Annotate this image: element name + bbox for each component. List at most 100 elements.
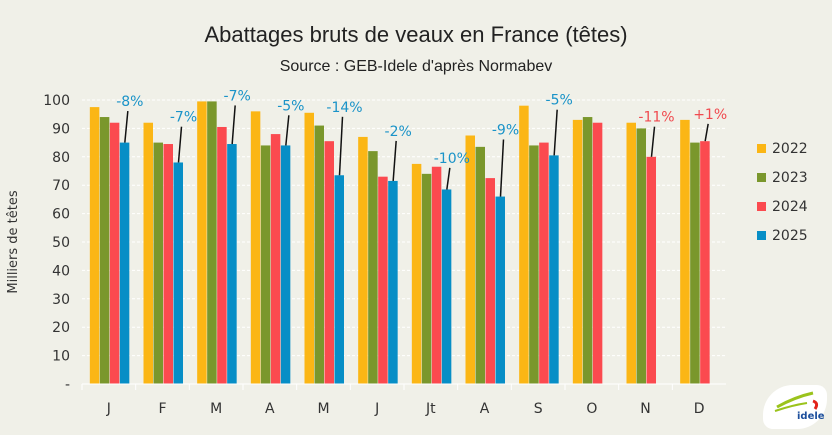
- x-tick-label: Jt: [425, 401, 436, 417]
- bar-2023-F: [153, 142, 163, 384]
- x-tick-label: A: [265, 401, 275, 417]
- bar-2024-N: [646, 156, 656, 384]
- annotation-label: -14%: [326, 100, 362, 116]
- bar-2023-M: [314, 125, 324, 384]
- svg-text:idele: idele: [797, 411, 825, 422]
- y-tick-label: 20: [52, 320, 70, 336]
- bar-2023-M: [207, 101, 217, 385]
- bar-2023-N: [636, 128, 646, 384]
- bar-2024-A: [270, 134, 281, 384]
- bar-2025-A: [280, 145, 291, 384]
- bar-2022-D: [680, 119, 690, 384]
- legend-label-2022: 2022: [772, 141, 808, 157]
- bar-2023-A: [260, 145, 271, 384]
- annotation-leader: [704, 123, 709, 142]
- legend-label-2023: 2023: [772, 170, 808, 186]
- x-tick-label: S: [534, 401, 543, 417]
- idele-logo-mark: idele: [774, 391, 825, 422]
- y-tick-label: 80: [52, 150, 70, 166]
- annotation-leader: [650, 126, 656, 157]
- y-tick-label: 90: [52, 121, 70, 137]
- annotation-label: -5%: [546, 93, 573, 109]
- x-tick-label: M: [317, 401, 329, 417]
- annotation-leader: [338, 116, 344, 176]
- bar-2024-J: [378, 176, 388, 384]
- bar-2025-J: [119, 142, 130, 384]
- bar-2024-A: [485, 178, 495, 384]
- bar-2023-S: [529, 145, 539, 384]
- y-tick-label: 50: [52, 235, 70, 251]
- bar-2023-J: [99, 117, 110, 384]
- x-tick-label: M: [210, 401, 222, 417]
- bar-2024-S: [539, 142, 549, 384]
- annotation-label: -7%: [170, 110, 197, 126]
- bar-2024-M: [217, 126, 227, 384]
- bar-2022-A: [465, 135, 475, 384]
- x-tick-label: D: [694, 401, 705, 417]
- legend-label-2024: 2024: [772, 199, 808, 215]
- idele-logo: idele: [763, 385, 827, 429]
- bar-2022-J: [89, 107, 100, 384]
- bar-2023-Jt: [421, 173, 432, 384]
- y-tick-label: 100: [43, 93, 70, 109]
- bar-2022-O: [572, 119, 583, 384]
- annotation-leader: [177, 126, 183, 163]
- bar-2024-O: [592, 122, 603, 384]
- bar-2024-J: [109, 122, 120, 384]
- bar-2024-M: [324, 141, 334, 384]
- bar-2022-S: [519, 105, 529, 385]
- bar-2024-F: [163, 144, 173, 384]
- bar-2022-N: [626, 122, 636, 384]
- annotation-label: -7%: [224, 88, 251, 104]
- bar-2023-A: [475, 146, 485, 384]
- bar-2025-S: [549, 155, 559, 384]
- annotation-label: +1%: [693, 107, 727, 123]
- bar-2024-D: [700, 141, 710, 384]
- bar-2025-A: [495, 196, 505, 384]
- annotation-leader: [499, 139, 505, 197]
- x-tick-label: A: [480, 401, 490, 417]
- bar-2025-Jt: [441, 189, 452, 384]
- y-tick-label: 40: [52, 263, 70, 279]
- y-tick-label: 10: [52, 349, 70, 365]
- chart-title: Abattages bruts de veaux en France (tête…: [204, 22, 628, 47]
- bar-2022-F: [143, 122, 153, 384]
- bar-2023-J: [368, 151, 378, 384]
- bar-2022-M: [197, 101, 207, 385]
- bar-2023-D: [690, 142, 700, 384]
- bar-2025-J: [388, 180, 398, 384]
- annotation-label: -2%: [385, 124, 412, 140]
- bar-2025-M: [334, 175, 344, 384]
- bar-2023-O: [582, 117, 593, 384]
- x-tick-label: O: [586, 401, 597, 417]
- y-tick-label: 70: [52, 178, 70, 194]
- annotation-label: -9%: [492, 123, 519, 139]
- annotation-leader: [446, 167, 451, 190]
- legend-swatch-2023: [757, 173, 766, 182]
- y-tick-label: 60: [52, 207, 70, 223]
- bar-2022-Jt: [411, 163, 422, 384]
- annotation-label: -11%: [638, 110, 674, 126]
- bar-2022-J: [358, 136, 368, 384]
- annotation-leader: [392, 140, 397, 181]
- y-tick-label: -: [65, 377, 70, 393]
- x-tick-label: J: [106, 401, 111, 417]
- bar-2025-F: [173, 162, 183, 384]
- annotation-leader: [553, 109, 558, 156]
- x-tick-label: F: [158, 401, 166, 417]
- bar-2025-M: [227, 144, 237, 384]
- chart-subtitle: Source : GEB-Idele d'après Normabev: [279, 58, 553, 75]
- y-axis-label: Milliers de têtes: [6, 190, 21, 293]
- x-tick-label: N: [640, 401, 650, 417]
- annotation-leader: [231, 105, 236, 145]
- annotation-label: -10%: [434, 151, 470, 167]
- legend-swatch-2022: [757, 144, 766, 153]
- legend-swatch-2025: [757, 231, 766, 240]
- annotation-label: -5%: [277, 98, 304, 114]
- bar-2022-A: [250, 111, 261, 385]
- bar-2022-M: [304, 112, 314, 384]
- legend-swatch-2024: [757, 202, 766, 211]
- bar-2024-Jt: [431, 166, 442, 384]
